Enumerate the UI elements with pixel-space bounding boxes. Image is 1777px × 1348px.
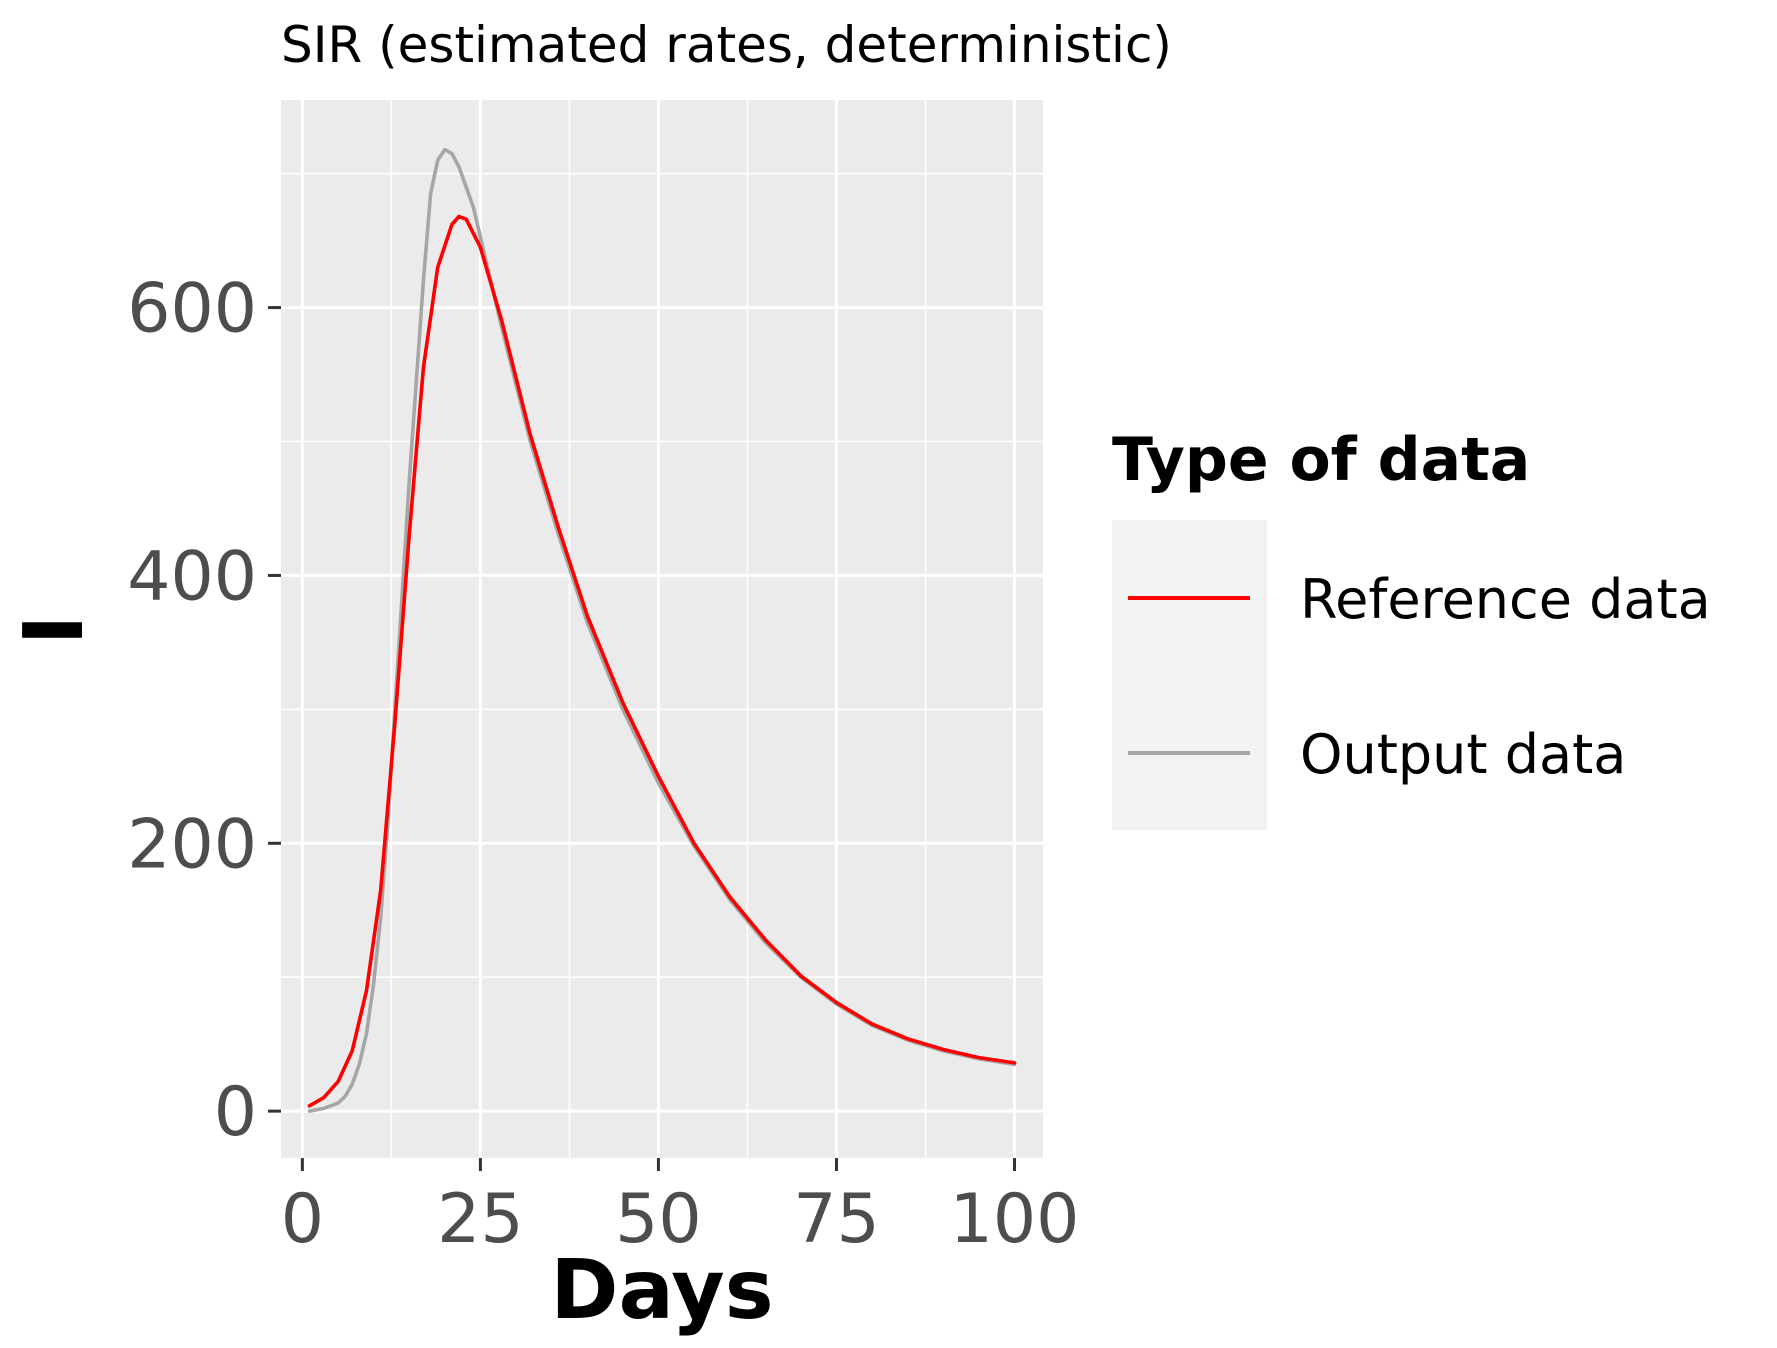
- legend-title: Type of data: [1112, 425, 1530, 495]
- y-axis-title: I: [7, 615, 102, 646]
- x-tick-label: 100: [950, 1180, 1080, 1259]
- x-tick-label: 75: [793, 1180, 880, 1259]
- legend-label-reference-data: Reference data: [1300, 568, 1711, 631]
- legend-key-background: [1112, 520, 1267, 830]
- chart-title: SIR (estimated rates, deterministic): [281, 16, 1172, 74]
- series-lines: [307, 147, 1017, 1113]
- y-tick-label: 0: [214, 1073, 257, 1152]
- y-tick-label: 600: [127, 270, 257, 349]
- grid-lines: [281, 100, 1043, 1158]
- x-tick-label: 25: [437, 1180, 524, 1259]
- legend-label-output-data: Output data: [1300, 723, 1626, 786]
- y-tick-label: 400: [127, 537, 257, 616]
- series-line-reference-data: [307, 214, 1017, 1108]
- y-tick-label: 200: [127, 805, 257, 884]
- x-axis-title: Days: [550, 1243, 773, 1338]
- legend: Reference data Output data: [1128, 568, 1711, 786]
- x-tick-label: 0: [281, 1180, 324, 1259]
- plot-panel: [281, 100, 1043, 1158]
- axes: 0 25 50 75 100 0 200 400 600: [127, 270, 1079, 1259]
- x-tick-label: 50: [615, 1180, 702, 1259]
